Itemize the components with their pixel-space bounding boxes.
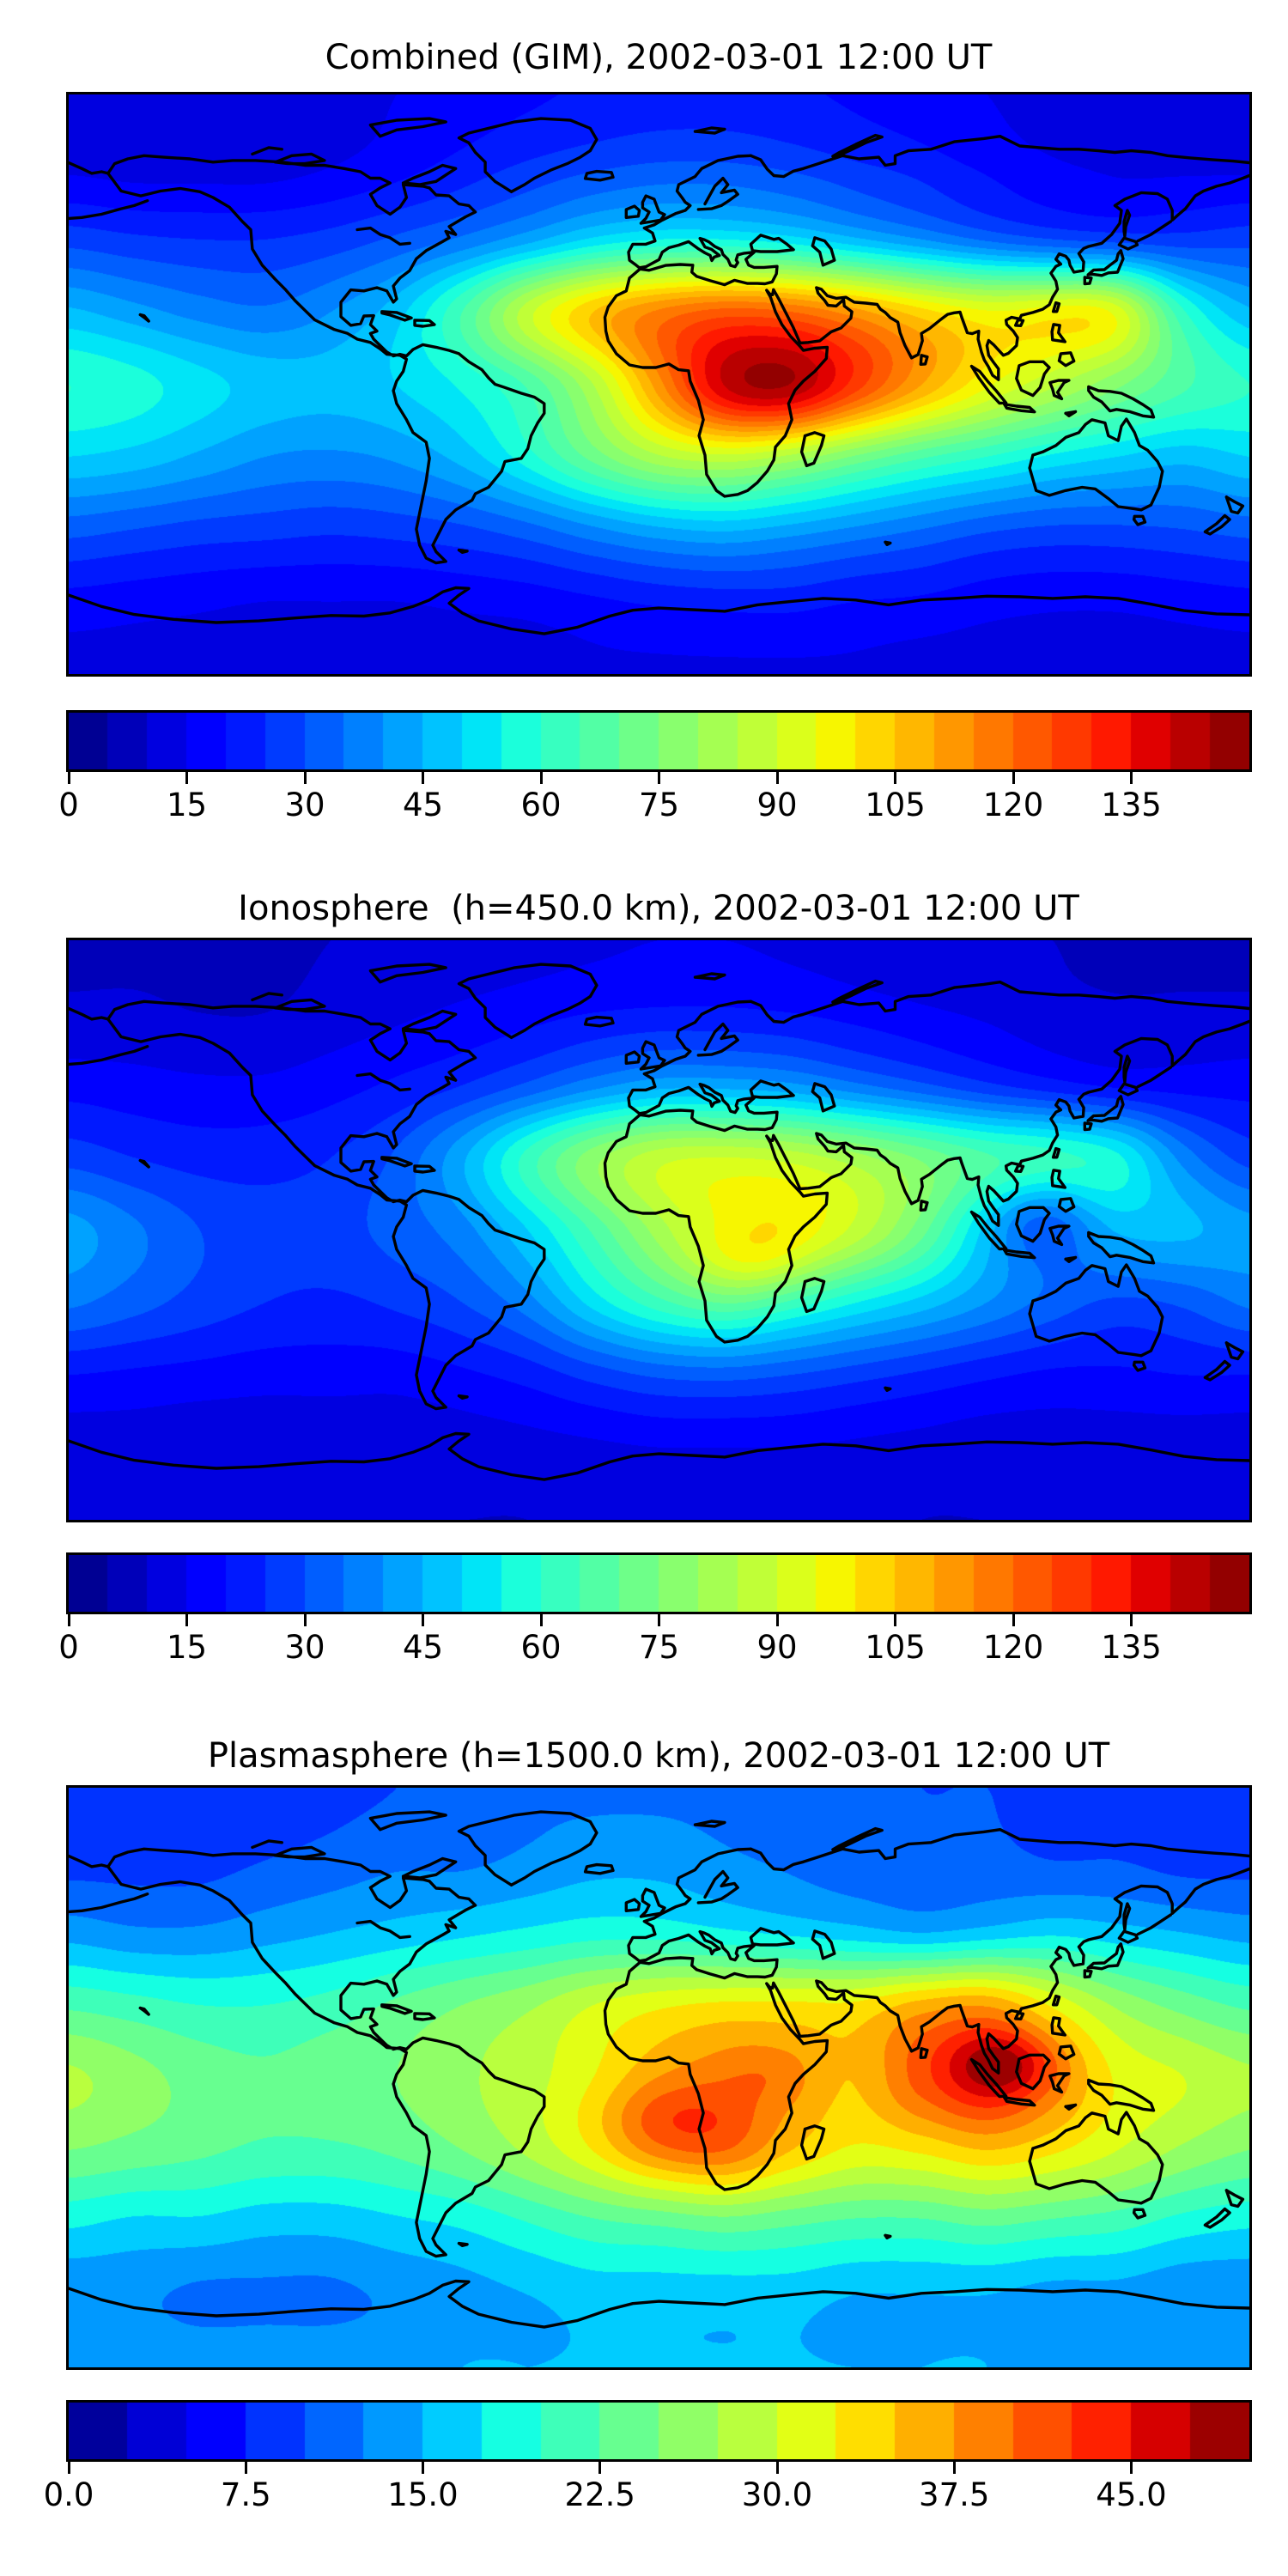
colorbar-tick-mark	[775, 2462, 779, 2474]
colorbar-tick-label: 105	[865, 1629, 926, 1666]
coastlines-overlay	[69, 963, 1249, 1481]
coastlines-overlay	[69, 1810, 1249, 2329]
colorbar-tick-label: 45	[402, 1629, 444, 1666]
map-ionosphere	[66, 938, 1252, 1522]
colorbar-tick-label: 90	[756, 787, 798, 823]
colorbar-plasmasphere	[66, 2400, 1252, 2462]
map-plasmasphere	[66, 1785, 1252, 2370]
colorbar-canvas	[69, 1555, 1249, 1612]
colorbar-tick-mark	[775, 772, 779, 784]
colorbar-tick-label: 45	[402, 787, 444, 823]
colorbar-tick-mark	[598, 2462, 602, 2474]
colorbar-tick-label: 15.0	[387, 2476, 459, 2513]
colorbar-tick-label: 120	[982, 1629, 1044, 1666]
map-canvas-plasmasphere	[69, 1788, 1249, 2367]
colorbar-tick-label: 37.5	[919, 2476, 990, 2513]
colorbar-canvas	[69, 2403, 1249, 2459]
colorbar-tick-label: 30.0	[741, 2476, 813, 2513]
colorbar-tick-mark	[185, 772, 188, 784]
colorbar-tick-mark	[422, 1614, 424, 1626]
colorbar-tick-mark	[303, 1614, 307, 1626]
colorbar-tick-label: 0	[58, 1629, 79, 1666]
colorbar-tick-mark	[67, 772, 70, 784]
colorbar-tick-mark	[952, 2462, 956, 2474]
colorbar-tick-mark	[244, 2462, 247, 2474]
colorbar-tick-label: 135	[1101, 787, 1162, 823]
colorbar-tick-mark	[894, 772, 896, 784]
colorbar-tick-mark	[67, 1614, 70, 1626]
colorbar-tick-mark	[539, 772, 543, 784]
colorbar-tick-mark	[658, 772, 660, 784]
panel-title-combined: Combined (GIM), 2002-03-01 12:00 UT	[325, 38, 993, 77]
colorbar-combined	[66, 710, 1252, 772]
colorbar-tick-label: 105	[865, 787, 926, 823]
colorbar-ionosphere	[66, 1552, 1252, 1614]
colorbar-tick-label: 75	[638, 1629, 680, 1666]
colorbar-tick-mark	[894, 1614, 896, 1626]
colorbar-tick-mark	[1130, 2462, 1133, 2474]
colorbar-tick-label: 0.0	[43, 2476, 94, 2513]
colorbar-tick-label: 45.0	[1096, 2476, 1167, 2513]
colorbar-tick-label: 22.5	[564, 2476, 635, 2513]
map-canvas-ionosphere	[69, 940, 1249, 1520]
colorbar-tick-label: 30	[284, 787, 325, 823]
colorbar-tick-label: 30	[284, 1629, 325, 1666]
panel-title-plasmasphere: Plasmasphere (h=1500.0 km), 2002-03-01 1…	[207, 1736, 1110, 1776]
colorbar-tick-label: 135	[1101, 1629, 1162, 1666]
colorbar-tick-mark	[775, 1614, 779, 1626]
colorbar-tick-mark	[1130, 1614, 1133, 1626]
colorbar-tick-label: 60	[520, 787, 562, 823]
map-canvas-combined	[69, 94, 1249, 674]
colorbar-tick-label: 15	[166, 1629, 208, 1666]
map-combined	[66, 92, 1252, 677]
colorbar-tick-label: 75	[638, 787, 680, 823]
colorbar-tick-mark	[1012, 772, 1015, 784]
coastlines-overlay	[69, 117, 1249, 635]
panel-title-ionosphere: Ionosphere (h=450.0 km), 2002-03-01 12:0…	[238, 889, 1079, 928]
colorbar-tick-label: 90	[756, 1629, 798, 1666]
colorbar-tick-mark	[422, 2462, 424, 2474]
colorbar-tick-label: 0	[58, 787, 79, 823]
colorbar-tick-mark	[1130, 772, 1133, 784]
colorbar-tick-label: 60	[520, 1629, 562, 1666]
colorbar-tick-label: 15	[166, 787, 208, 823]
colorbar-tick-label: 120	[982, 787, 1044, 823]
colorbar-tick-mark	[658, 1614, 660, 1626]
colorbar-tick-mark	[185, 1614, 188, 1626]
colorbar-tick-mark	[1012, 1614, 1015, 1626]
colorbar-tick-label: 7.5	[220, 2476, 271, 2513]
colorbar-tick-mark	[539, 1614, 543, 1626]
colorbar-tick-mark	[67, 2462, 70, 2474]
colorbar-canvas	[69, 713, 1249, 769]
colorbar-tick-mark	[422, 772, 424, 784]
colorbar-tick-mark	[303, 772, 307, 784]
